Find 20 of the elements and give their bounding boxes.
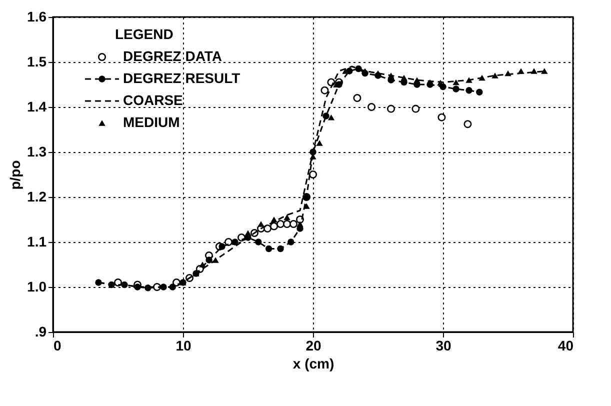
legend-label: MEDIUM (123, 114, 180, 130)
legend-label: COARSE (123, 92, 183, 108)
y-axis-title: p/po (7, 160, 24, 190)
y-tick-label: .9 (34, 324, 47, 340)
y-tick-label: 1.6 (27, 8, 47, 24)
y-tick-label: 1.2 (27, 188, 47, 204)
y-tick-label: 1.3 (27, 144, 47, 160)
x-tick-label: 20 (306, 338, 322, 354)
x-tick-label: 40 (558, 338, 574, 354)
x-tick-label: 10 (176, 338, 192, 354)
x-axis-title: x (cm) (292, 356, 334, 372)
legend-label: DEGREZ RESULT (123, 70, 241, 86)
y-tick-label: 1.4 (27, 98, 47, 114)
y-tick-label: 1.1 (27, 234, 47, 250)
y-tick-label: 1.0 (27, 278, 47, 294)
y-tick-label: 1.5 (27, 54, 47, 70)
legend-label: DEGREZ DATA (123, 48, 222, 64)
x-tick-label: 30 (436, 338, 452, 354)
legend-title: LEGEND (115, 26, 174, 42)
x-tick-label: 0 (54, 338, 62, 354)
